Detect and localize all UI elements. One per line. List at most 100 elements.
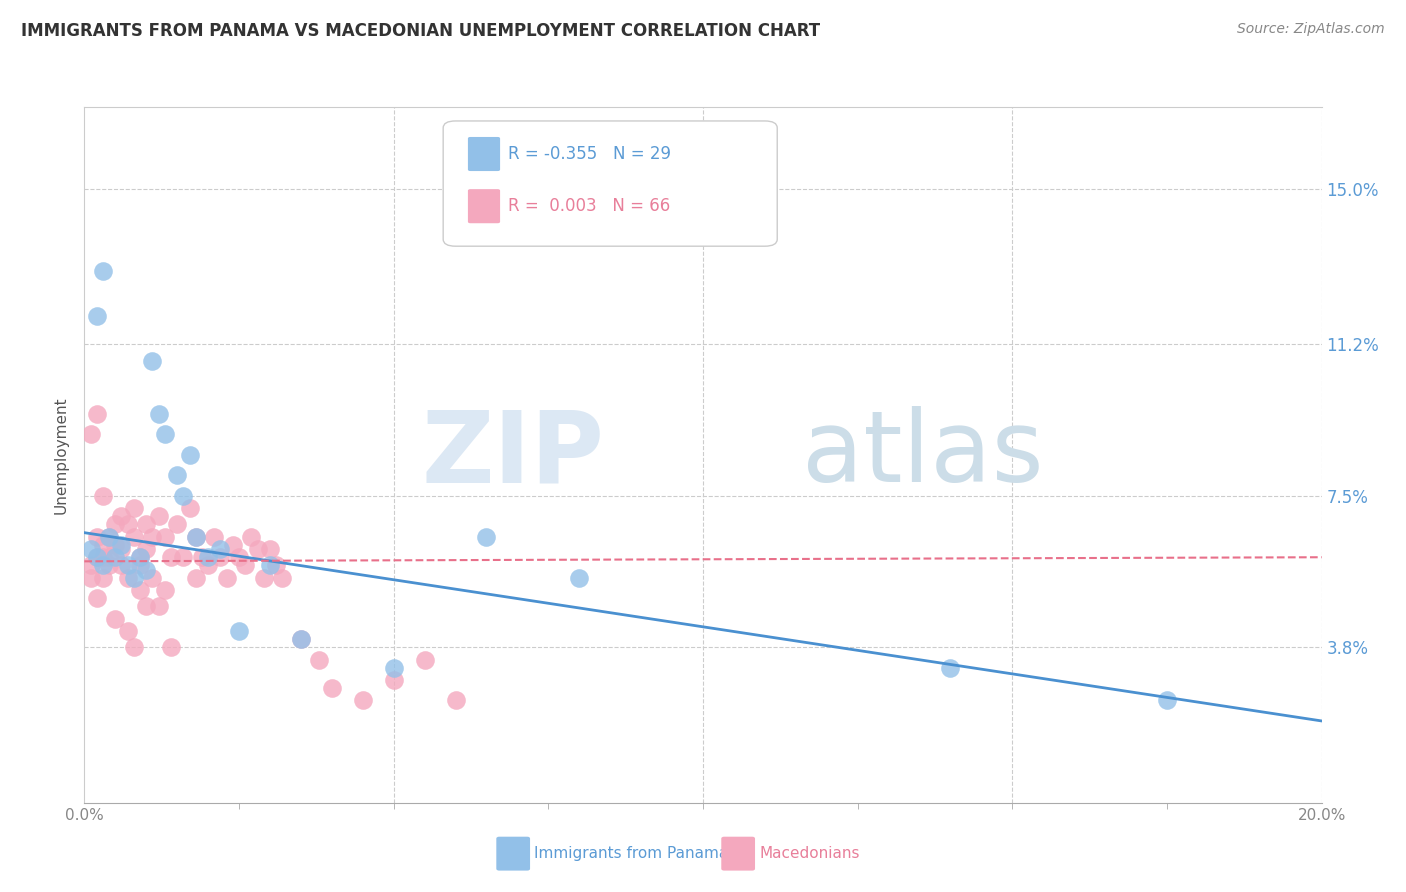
Point: [117, 517, 139, 532]
Point: [104, 517, 127, 532]
Point: [98, 558, 121, 573]
Point: [135, 562, 157, 576]
Point: [197, 558, 219, 573]
Point: [184, 571, 207, 585]
Point: [271, 571, 294, 585]
Point: [475, 530, 498, 544]
Point: [122, 571, 145, 585]
Point: [197, 550, 219, 565]
Point: [79, 427, 101, 442]
Point: [129, 582, 152, 597]
Point: [86, 550, 108, 565]
Point: [444, 693, 467, 707]
Point: [110, 542, 132, 557]
Point: [166, 517, 188, 532]
Text: R =  0.003   N = 66: R = 0.003 N = 66: [508, 197, 669, 215]
Point: [86, 407, 108, 421]
Point: [117, 571, 139, 585]
Point: [91, 571, 114, 585]
Text: Source: ZipAtlas.com: Source: ZipAtlas.com: [1237, 22, 1385, 37]
Point: [86, 309, 108, 323]
Point: [184, 530, 207, 544]
Point: [79, 571, 101, 585]
Point: [110, 509, 132, 524]
Point: [160, 640, 183, 655]
Point: [98, 530, 121, 544]
Point: [290, 632, 312, 646]
Point: [104, 612, 127, 626]
Point: [91, 558, 114, 573]
Point: [240, 530, 263, 544]
Point: [308, 652, 330, 666]
Point: [122, 501, 145, 516]
Point: [382, 673, 405, 687]
Point: [264, 558, 287, 573]
Point: [117, 558, 139, 573]
Point: [413, 652, 436, 666]
Point: [122, 530, 145, 544]
Point: [117, 624, 139, 638]
Point: [1156, 693, 1178, 707]
Point: [129, 550, 152, 565]
Point: [568, 571, 591, 585]
Point: [172, 489, 194, 503]
Point: [209, 550, 232, 565]
Point: [135, 542, 157, 557]
Point: [321, 681, 343, 696]
Point: [129, 550, 152, 565]
Point: [215, 571, 238, 585]
Point: [141, 530, 163, 544]
Point: [228, 624, 250, 638]
Point: [110, 558, 132, 573]
Point: [246, 542, 269, 557]
Point: [86, 591, 108, 606]
Point: [91, 550, 114, 565]
Text: R = -0.355   N = 29: R = -0.355 N = 29: [508, 145, 671, 162]
Point: [209, 542, 232, 557]
Point: [233, 558, 256, 573]
Point: [184, 530, 207, 544]
Text: Macedonians: Macedonians: [759, 847, 859, 861]
Point: [172, 550, 194, 565]
Point: [122, 640, 145, 655]
Point: [290, 632, 312, 646]
Point: [104, 538, 127, 552]
Point: [129, 558, 152, 573]
Point: [79, 558, 101, 573]
Y-axis label: Unemployment: Unemployment: [53, 396, 69, 514]
Point: [141, 571, 163, 585]
Point: [98, 550, 121, 565]
Point: [91, 264, 114, 278]
FancyBboxPatch shape: [468, 137, 501, 171]
Point: [86, 530, 108, 544]
Point: [939, 661, 962, 675]
Point: [153, 582, 176, 597]
Point: [259, 542, 281, 557]
FancyBboxPatch shape: [468, 189, 501, 223]
Text: ZIP: ZIP: [422, 407, 605, 503]
Point: [202, 530, 225, 544]
Point: [191, 550, 214, 565]
Point: [179, 501, 201, 516]
Point: [179, 448, 201, 462]
Point: [148, 599, 170, 614]
Point: [110, 538, 132, 552]
Point: [166, 468, 188, 483]
Point: [135, 517, 157, 532]
Point: [79, 542, 101, 557]
Point: [253, 571, 276, 585]
Point: [86, 550, 108, 565]
Text: IMMIGRANTS FROM PANAMA VS MACEDONIAN UNEMPLOYMENT CORRELATION CHART: IMMIGRANTS FROM PANAMA VS MACEDONIAN UNE…: [21, 22, 820, 40]
Point: [153, 530, 176, 544]
Point: [148, 407, 170, 421]
Point: [259, 558, 281, 573]
Point: [222, 538, 245, 552]
Text: Immigrants from Panama: Immigrants from Panama: [534, 847, 728, 861]
Point: [91, 538, 114, 552]
Point: [98, 530, 121, 544]
Point: [160, 550, 183, 565]
Point: [352, 693, 374, 707]
Point: [141, 353, 163, 368]
Point: [91, 489, 114, 503]
Text: atlas: atlas: [801, 407, 1043, 503]
